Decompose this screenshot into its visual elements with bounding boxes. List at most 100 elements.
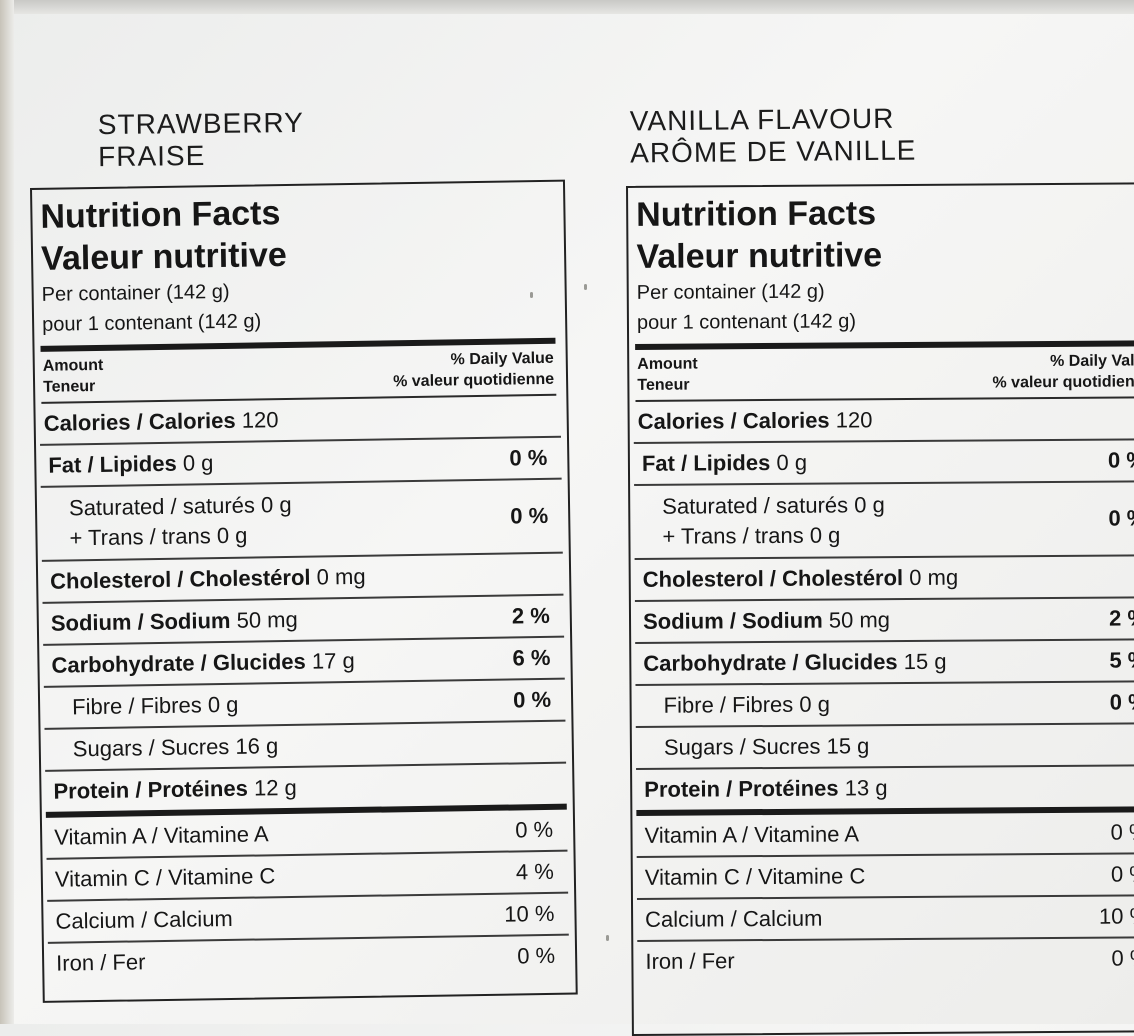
fibre-line: Fibre / Fibres 0 g [71,691,239,720]
amount-label-en: Amount [42,356,104,375]
amount-label-fr: Teneur [637,376,690,394]
saturated-line: Saturated / saturés 0 g [662,492,885,519]
nutrition-header: Nutrition Facts Valeur nutritive Per con… [32,182,565,340]
vitamin-c-row: Vitamin C / Vitamine C 0 % [636,852,1134,898]
saturated-trans-percent: 0 % [1108,505,1134,531]
protein-label: Protein / Protéines [53,775,249,804]
calories-label: Calories / Calories [43,407,236,436]
carbohydrate-value: 15 g [903,648,947,675]
calcium-percent: 10 % [504,900,555,927]
calories-value: 120 [241,407,279,433]
sodium-label: Sodium / Sodium [642,607,823,634]
carbohydrate-row: Carbohydrate / Glucides 15 g 5 % [635,638,1134,684]
vitamin-a-label: Vitamin A / Vitamine A [644,821,860,848]
vitamin-c-percent: 4 % [515,858,554,885]
carbohydrate-value: 17 g [311,647,355,674]
sugars-line: Sugars / Sucres 15 g [663,733,870,760]
strawberry-nutrition-panel: Nutrition Facts Valeur nutritive Per con… [30,179,578,1003]
vitamin-a-percent: 0 % [1110,819,1134,845]
protein-row: Protein / Protéines 12 g [45,761,567,818]
calcium-percent: 10 % [1098,903,1134,929]
print-speck [584,284,587,290]
fibre-percent: 0 % [512,686,552,713]
nutrition-facts-title: Nutrition Facts [636,194,877,234]
iron-row: Iron / Fer 0 % [637,936,1134,982]
amount-header-row: Amount Teneur % Daily Value % valeur quo… [629,346,1134,400]
sugars-line: Sugars / Sucres 16 g [72,733,279,762]
calories-row: Calories / Calories 120 [630,398,1134,442]
nutrition-header: Nutrition Facts Valeur nutritive Per con… [628,184,1134,338]
sodium-percent: 2 % [1109,605,1134,631]
iron-row: Iron / Fer 0 % [47,933,570,984]
carbohydrate-percent: 5 % [1109,647,1134,673]
carbohydrate-label: Carbohydrate / Glucides [51,648,306,678]
fibre-row: Fibre / Fibres 0 g 0 % [635,680,1134,726]
iron-label: Iron / Fer [645,948,735,974]
vanilla-title-en: VANILLA FLAVOUR [629,102,895,137]
serving-size-fr: pour 1 contenant (142 g) [636,310,857,334]
protein-label: Protein / Protéines [644,775,839,802]
saturated-trans-row: Saturated / saturés 0 g + Trans / trans … [634,480,1134,558]
saturated-trans-row: Saturated / saturés 0 g + Trans / trans … [40,477,563,560]
vitamin-c-percent: 0 % [1110,861,1134,887]
fat-value: 0 g [182,450,214,476]
cholesterol-label: Cholesterol / Cholestérol [49,564,311,594]
fibre-percent: 0 % [1109,689,1134,715]
calories-value: 120 [835,407,873,433]
vitamin-c-label: Vitamin C / Vitamine C [644,863,866,890]
carbohydrate-percent: 6 % [512,644,551,671]
sodium-value: 50 mg [828,607,891,633]
valeur-nutritive-title: Valeur nutritive [636,236,883,276]
fat-row: Fat / Lipides 0 g 0 % [633,438,1134,484]
calcium-row: Calcium / Calcium 10 % [636,894,1134,940]
cholesterol-value: 0 mg [909,564,959,591]
sodium-value: 50 mg [236,606,298,633]
calories-label: Calories / Calories [637,407,830,434]
daily-value-label-en: % Daily Value [450,349,554,369]
fat-value: 0 g [776,449,808,475]
protein-value: 13 g [844,775,888,801]
vitamin-c-label: Vitamin C / Vitamine C [54,863,276,892]
strawberry-title-en: STRAWBERRY [97,106,305,141]
daily-value-label-en: % Daily Value [1050,352,1134,371]
protein-value: 12 g [253,774,297,801]
carbohydrate-label: Carbohydrate / Glucides [643,649,898,676]
strawberry-product-title: STRAWBERRY FRAISE [98,107,305,173]
cholesterol-value: 0 mg [316,563,366,590]
daily-value-label-fr: % valeur quotidienne [393,370,555,391]
print-speck [530,292,533,298]
vanilla-nutrition-panel: Nutrition Facts Valeur nutritive Per con… [626,182,1134,1036]
vanilla-product-title: VANILLA FLAVOUR ARÔME DE VANILLE [630,103,917,170]
trans-line: + Trans / trans 0 g [69,522,248,551]
amount-label-fr: Teneur [42,378,96,396]
fat-percent: 0 % [509,444,548,471]
calcium-label: Calcium / Calcium [645,905,823,932]
saturated-trans-percent: 0 % [510,502,549,529]
serving-size-en: Per container (142 g) [636,280,825,304]
saturated-line: Saturated / saturés 0 g [68,491,292,521]
fat-label: Fat / Lipides [641,449,771,476]
cholesterol-row: Cholesterol / Cholestérol 0 mg [634,554,1134,600]
box-top-edge [0,0,1134,14]
fibre-line: Fibre / Fibres 0 g [663,691,830,718]
daily-value-label-fr: % valeur quotidienne [992,373,1134,392]
strawberry-title-fr: FRAISE [98,139,206,173]
sodium-label: Sodium / Sodium [50,607,231,636]
iron-percent: 0 % [1111,945,1134,971]
sodium-row: Sodium / Sodium 50 mg 2 % [634,596,1134,642]
vitamin-a-row: Vitamin A / Vitamine A 0 % [636,812,1134,856]
fat-label: Fat / Lipides [48,450,177,478]
iron-percent: 0 % [517,942,556,969]
vanilla-title-fr: ARÔME DE VANILLE [630,134,917,169]
amount-header-row: Amount Teneur % Daily Value % valeur quo… [35,344,567,402]
vitamin-a-label: Vitamin A / Vitamine A [54,821,269,850]
iron-label: Iron / Fer [55,949,146,976]
calcium-label: Calcium / Calcium [55,905,233,934]
sodium-percent: 2 % [511,602,550,629]
sugars-row: Sugars / Sucres 15 g [635,722,1134,768]
vitamin-a-percent: 0 % [515,816,554,843]
trans-line: + Trans / trans 0 g [662,522,841,549]
fat-percent: 0 % [1107,447,1134,473]
print-speck [606,935,609,941]
cholesterol-label: Cholesterol / Cholestérol [642,565,904,592]
